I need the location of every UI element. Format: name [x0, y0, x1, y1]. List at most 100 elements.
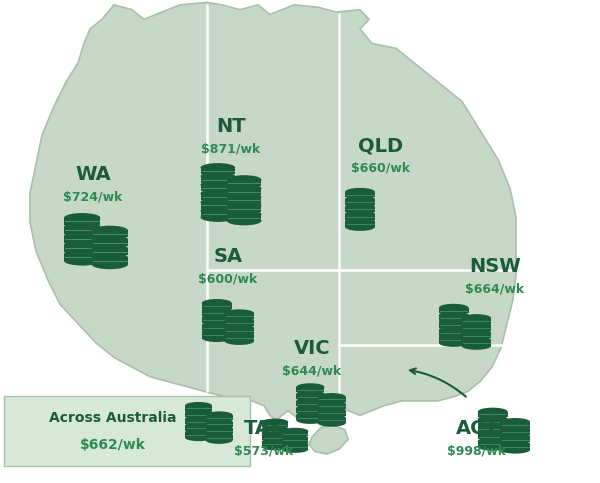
Text: Across Australia: Across Australia [49, 411, 176, 425]
Ellipse shape [185, 409, 212, 416]
Ellipse shape [227, 184, 262, 193]
Ellipse shape [439, 326, 469, 334]
Bar [64, 245, 100, 252]
Ellipse shape [227, 192, 262, 201]
Bar [296, 394, 325, 399]
Bar [282, 444, 308, 449]
Ellipse shape [345, 223, 375, 231]
Ellipse shape [500, 446, 530, 454]
Ellipse shape [478, 408, 508, 415]
Ellipse shape [92, 260, 128, 269]
Ellipse shape [282, 441, 308, 448]
Bar [227, 197, 262, 203]
Ellipse shape [224, 324, 254, 332]
Ellipse shape [296, 411, 325, 419]
Ellipse shape [439, 311, 469, 319]
Bar [461, 340, 491, 346]
Bar [92, 257, 128, 264]
Bar [227, 206, 262, 212]
Ellipse shape [64, 222, 100, 231]
Bar [478, 412, 508, 417]
Text: $664/wk: $664/wk [466, 283, 524, 295]
Ellipse shape [64, 249, 100, 259]
Bar [478, 434, 508, 440]
Ellipse shape [345, 188, 375, 196]
Ellipse shape [317, 419, 346, 426]
Bar [185, 432, 212, 438]
Ellipse shape [200, 213, 235, 222]
Ellipse shape [317, 400, 346, 407]
Ellipse shape [224, 331, 254, 340]
Ellipse shape [262, 425, 288, 432]
Bar [224, 335, 254, 341]
Ellipse shape [64, 240, 100, 250]
Ellipse shape [64, 256, 100, 266]
Ellipse shape [282, 428, 308, 435]
Bar [317, 404, 346, 409]
Ellipse shape [92, 244, 128, 253]
Bar [345, 199, 375, 205]
Bar [206, 422, 233, 427]
Bar [64, 254, 100, 261]
Ellipse shape [345, 203, 375, 211]
Ellipse shape [224, 337, 254, 345]
Bar [202, 332, 232, 338]
Text: WA: WA [75, 165, 111, 185]
Ellipse shape [500, 426, 530, 433]
Bar [500, 429, 530, 435]
Bar [345, 221, 375, 227]
Text: $662/wk: $662/wk [80, 439, 146, 453]
Bar [200, 211, 235, 217]
Bar [202, 310, 232, 316]
Bar [439, 337, 469, 343]
Bar [461, 318, 491, 324]
Bar [206, 415, 233, 420]
Ellipse shape [461, 342, 491, 350]
Text: $644/wk: $644/wk [283, 365, 341, 377]
Ellipse shape [200, 171, 235, 181]
Ellipse shape [461, 336, 491, 344]
Ellipse shape [92, 253, 128, 262]
Bar [500, 422, 530, 427]
Ellipse shape [296, 397, 325, 405]
Ellipse shape [262, 443, 288, 450]
Bar [262, 435, 288, 440]
Bar [262, 422, 288, 427]
Ellipse shape [92, 235, 128, 244]
Ellipse shape [439, 304, 469, 312]
Ellipse shape [92, 226, 128, 235]
Ellipse shape [439, 339, 469, 347]
Bar [64, 218, 100, 225]
Bar [478, 426, 508, 432]
Bar [461, 326, 491, 331]
Ellipse shape [439, 319, 469, 327]
Ellipse shape [317, 407, 346, 414]
Bar [92, 240, 128, 246]
Bar [227, 180, 262, 186]
Bar [185, 406, 212, 411]
Bar [200, 202, 235, 209]
Ellipse shape [282, 434, 308, 441]
Bar [200, 185, 235, 191]
Ellipse shape [202, 328, 232, 336]
Polygon shape [309, 425, 348, 454]
Bar [439, 308, 469, 313]
Bar [227, 214, 262, 221]
Bar [202, 325, 232, 331]
Text: $998/wk: $998/wk [448, 444, 506, 457]
Bar [92, 230, 128, 237]
Bar [92, 248, 128, 256]
Ellipse shape [185, 415, 212, 423]
Bar [200, 168, 235, 174]
Bar [282, 438, 308, 443]
Bar [202, 318, 232, 323]
Ellipse shape [478, 430, 508, 438]
Polygon shape [30, 2, 516, 420]
Ellipse shape [202, 306, 232, 314]
Bar [345, 214, 375, 220]
Bar [500, 437, 530, 442]
Ellipse shape [478, 443, 508, 451]
Bar [478, 441, 508, 447]
Text: $660/wk: $660/wk [352, 162, 410, 174]
Ellipse shape [296, 390, 325, 398]
